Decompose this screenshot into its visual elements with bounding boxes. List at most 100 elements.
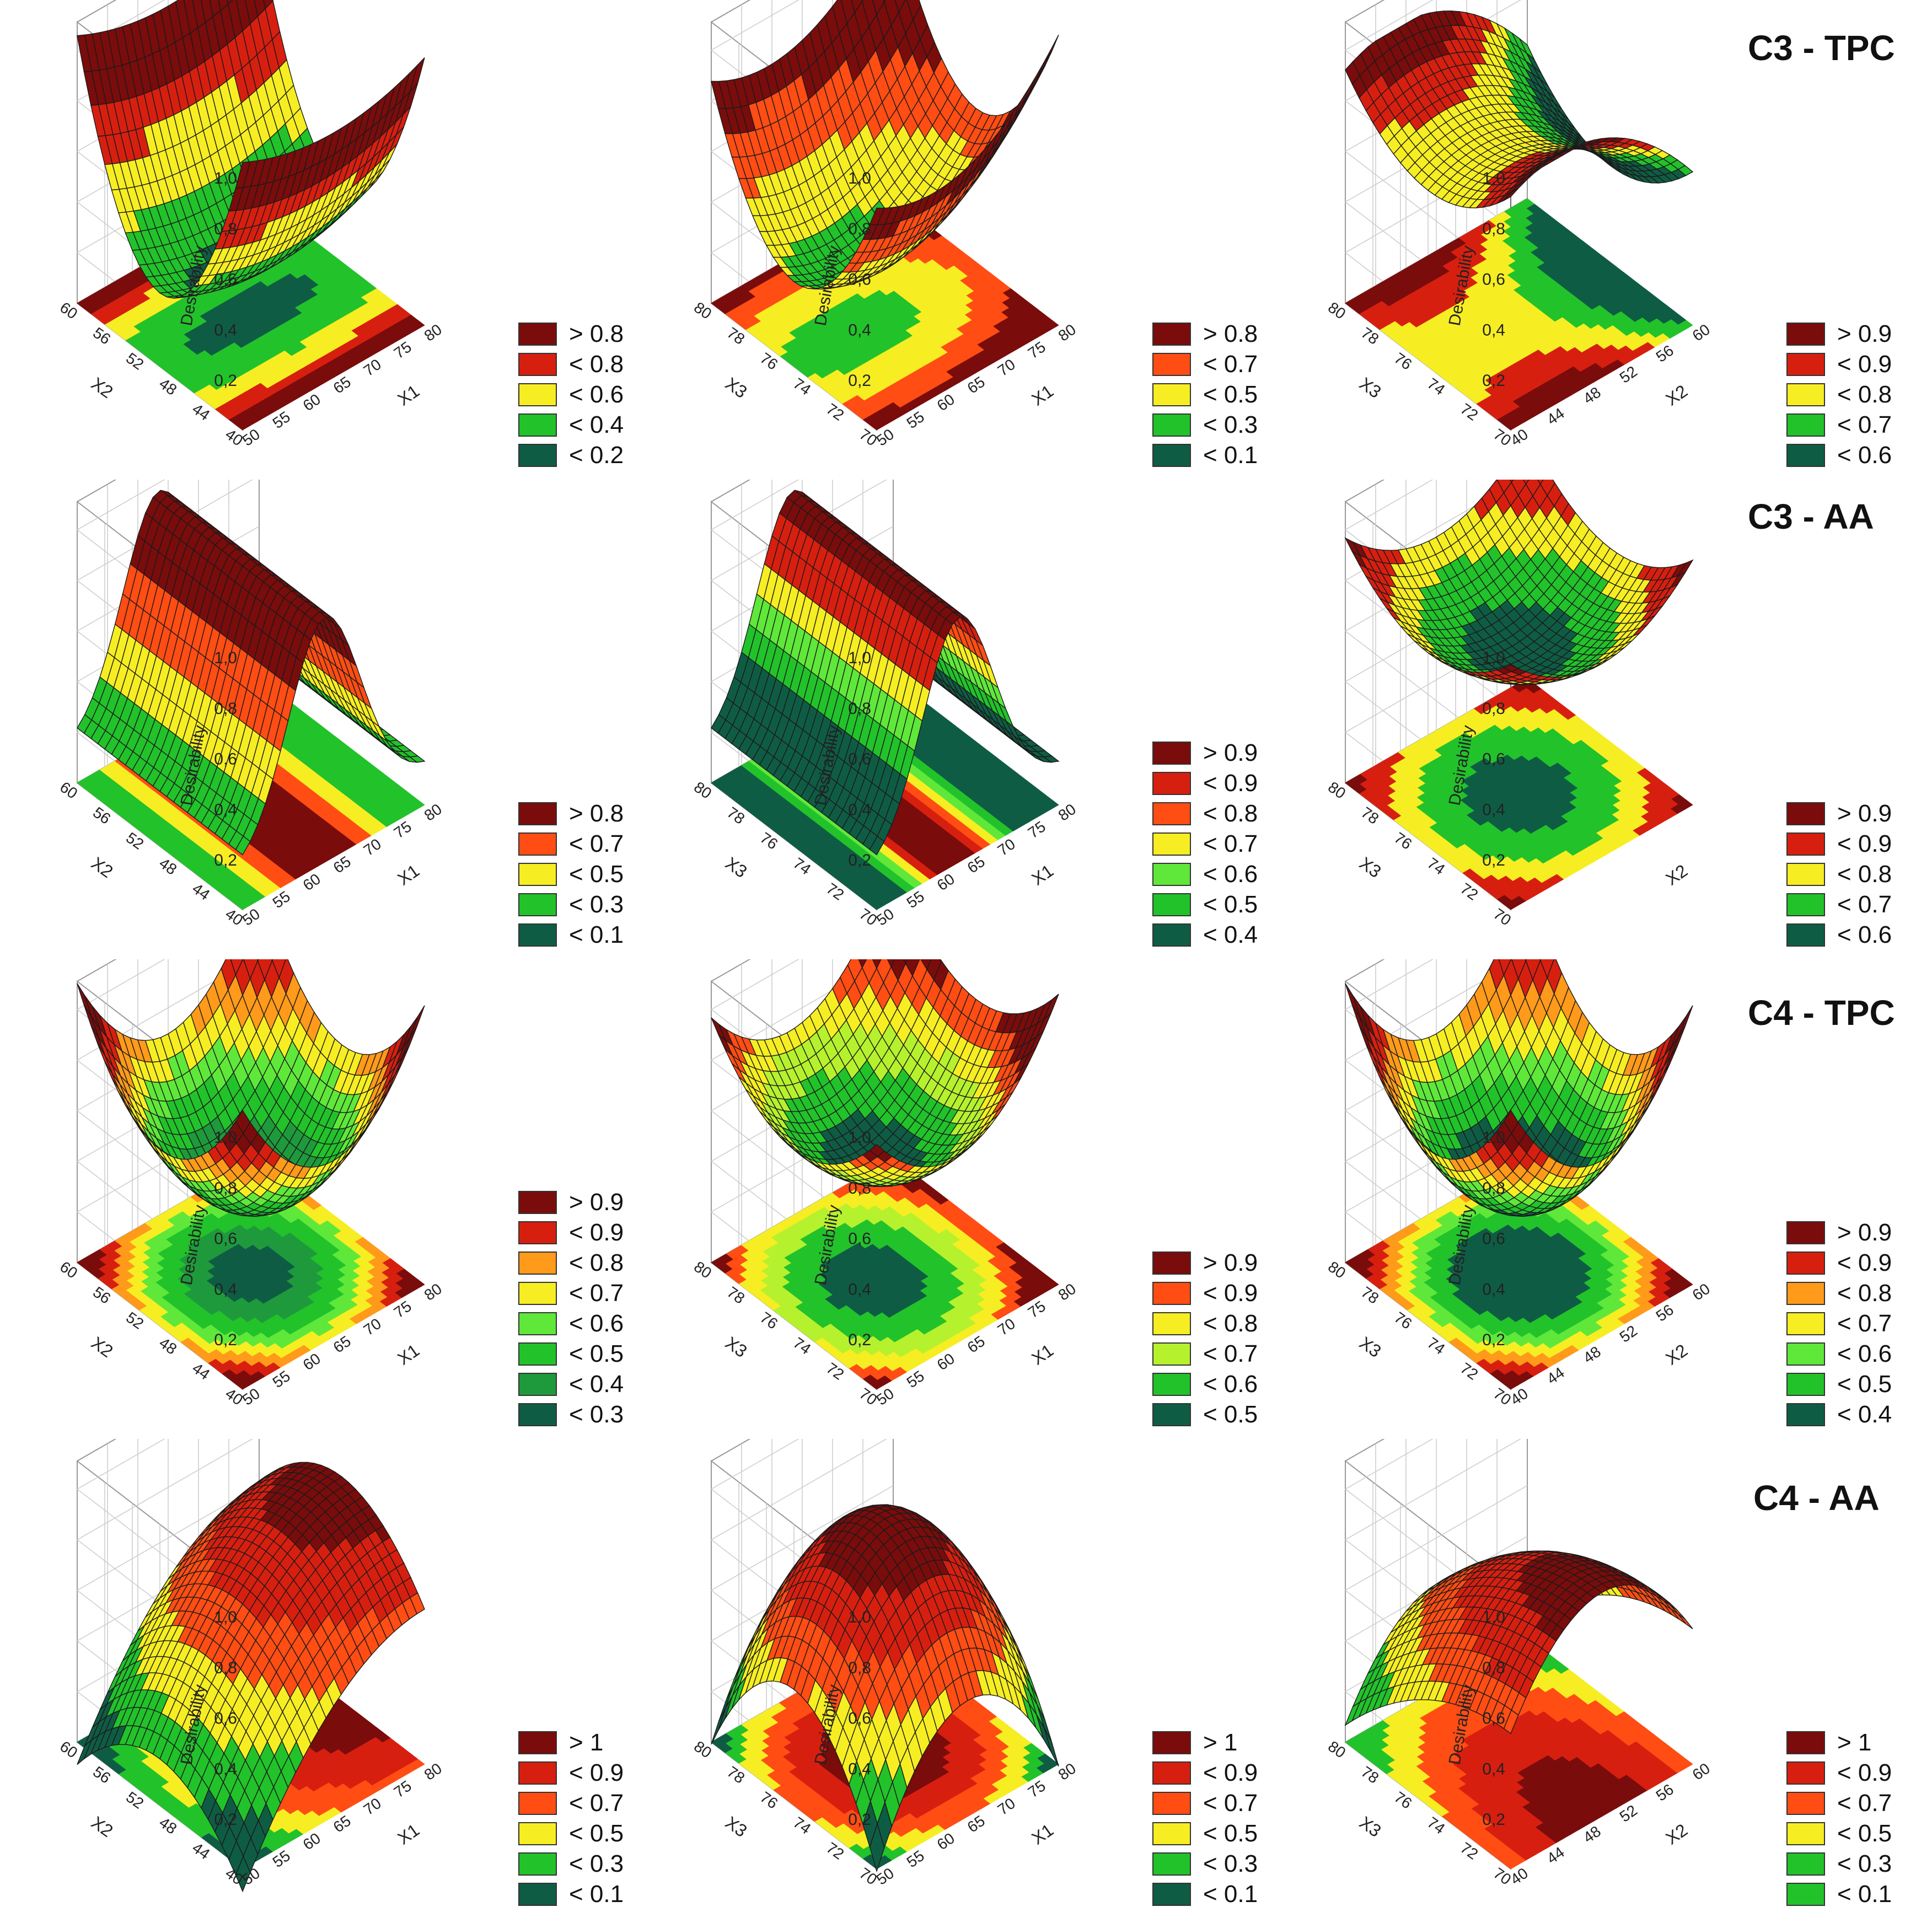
legend-swatch bbox=[1152, 772, 1191, 795]
legend-label: < 0.3 bbox=[1837, 1850, 1892, 1877]
legend-swatch bbox=[1152, 353, 1191, 376]
surface-mesh bbox=[711, 1504, 1059, 1873]
legend-label: < 0.9 bbox=[569, 1219, 624, 1246]
x-axis-title: X1 bbox=[1028, 861, 1057, 889]
legend-swatch bbox=[1786, 1342, 1825, 1366]
legend-label: > 0.9 bbox=[1837, 800, 1892, 827]
legend-swatch bbox=[1152, 1883, 1191, 1906]
legend-label: > 0.9 bbox=[1837, 1219, 1892, 1246]
surface-mesh bbox=[711, 959, 1059, 1187]
x-axis-title: X2 bbox=[1662, 861, 1691, 889]
surface-plot-4: 0,20,40,60,81,0Desirability5055606570758… bbox=[57, 480, 445, 929]
legend-swatch bbox=[518, 1852, 557, 1876]
z-tick-label: 0,8 bbox=[848, 1659, 871, 1677]
z-tick-label: 0,2 bbox=[214, 1811, 237, 1829]
surface-mesh bbox=[77, 0, 425, 299]
legend-label: > 1 bbox=[1203, 1729, 1238, 1756]
legend-label: < 0.6 bbox=[1203, 861, 1258, 888]
axis-labels: 0,20,40,60,81,0Desirability5055606570758… bbox=[57, 649, 445, 929]
legend-swatch bbox=[1152, 1373, 1191, 1396]
legend-swatch bbox=[1786, 1883, 1825, 1906]
z-tick-label: 1,0 bbox=[848, 649, 871, 667]
legend-swatch bbox=[1152, 383, 1191, 406]
z-tick-label: 0,2 bbox=[848, 851, 871, 869]
surface-mesh bbox=[1344, 1550, 1693, 1734]
x-tick-label: 60 bbox=[1689, 321, 1713, 345]
legend-swatch bbox=[1786, 832, 1825, 856]
legend-label: < 0.1 bbox=[1203, 442, 1258, 469]
legend-swatch bbox=[1152, 1403, 1191, 1426]
legend-swatch bbox=[1152, 893, 1191, 916]
legend-label: < 0.3 bbox=[1203, 1850, 1258, 1877]
z-tick-label: 0,2 bbox=[1482, 851, 1505, 869]
legend-swatch bbox=[1152, 802, 1191, 825]
legend-label: < 0.9 bbox=[1203, 1759, 1258, 1786]
legend-swatch bbox=[1786, 1221, 1825, 1244]
y-axis-title: X3 bbox=[1356, 853, 1385, 882]
z-tick-label: 0,4 bbox=[848, 801, 871, 819]
contour-floor bbox=[1345, 678, 1693, 910]
legend-label: > 0.8 bbox=[569, 320, 624, 347]
legend-swatch bbox=[1786, 1792, 1825, 1815]
z-tick-label: 1,0 bbox=[1482, 1608, 1505, 1626]
legend-label: < 0.9 bbox=[1837, 830, 1892, 857]
legend-label: < 0.9 bbox=[1837, 351, 1892, 378]
z-tick-label: 1,0 bbox=[1482, 169, 1505, 187]
x-axis-title: X1 bbox=[1028, 1340, 1057, 1369]
y-axis-title: X2 bbox=[88, 373, 117, 402]
legend-label: < 0.7 bbox=[1837, 1790, 1892, 1817]
legend-swatch bbox=[1152, 923, 1191, 947]
legend-label: < 0.6 bbox=[1837, 442, 1892, 469]
legend-swatch bbox=[518, 1731, 557, 1754]
legend-label: < 0.2 bbox=[569, 442, 624, 469]
x-tick-label: 80 bbox=[1055, 321, 1079, 345]
legend-swatch bbox=[1786, 802, 1825, 825]
surface-mesh bbox=[1345, 10, 1694, 208]
legend-label: < 0.5 bbox=[569, 1820, 624, 1847]
legend-label: < 0.3 bbox=[1203, 411, 1258, 438]
z-tick-label: 1,0 bbox=[848, 1608, 871, 1626]
legend-label: < 0.3 bbox=[569, 1401, 624, 1428]
legend-swatch bbox=[1152, 863, 1191, 886]
z-tick-label: 0,8 bbox=[1482, 1659, 1505, 1677]
surface-mesh bbox=[711, 490, 1060, 856]
legend-label: < 0.9 bbox=[1837, 1249, 1892, 1276]
y-axis-title: X3 bbox=[1356, 1333, 1385, 1361]
legend-swatch bbox=[1786, 1822, 1825, 1845]
z-tick-label: 0,4 bbox=[214, 321, 237, 339]
z-tick-label: 0,8 bbox=[214, 1659, 237, 1677]
surface-mesh bbox=[77, 1462, 425, 1893]
legend-swatch bbox=[518, 1342, 557, 1366]
contour-floor bbox=[1345, 198, 1693, 431]
legend-label: < 0.9 bbox=[569, 1759, 624, 1786]
y-axis-title: X2 bbox=[88, 853, 117, 882]
row-title: C3 - AA bbox=[1748, 497, 1874, 536]
z-tick-label: 0,4 bbox=[848, 1280, 871, 1298]
surface-plot-8: 0,20,40,60,81,0Desirability5055606570758… bbox=[691, 959, 1079, 1409]
z-tick-label: 0,2 bbox=[1482, 1331, 1505, 1349]
legend-label: < 0.3 bbox=[569, 891, 624, 918]
legend-swatch bbox=[518, 1883, 557, 1906]
legend-swatch bbox=[1152, 1342, 1191, 1366]
legend-swatch bbox=[1786, 923, 1825, 947]
surface-plot-12: 0,20,40,60,81,0Desirability404448525660X… bbox=[1325, 1439, 1713, 1888]
z-tick-label: 0,4 bbox=[1482, 1760, 1505, 1778]
surface-plot-5: 0,20,40,60,81,0Desirability5055606570758… bbox=[691, 480, 1079, 929]
legend-label: < 0.5 bbox=[1203, 1820, 1258, 1847]
surface-mesh bbox=[77, 490, 426, 856]
z-tick-label: 1,0 bbox=[848, 1129, 871, 1147]
y-axis-title: X3 bbox=[722, 1812, 751, 1841]
legend-swatch bbox=[1152, 742, 1191, 765]
x-axis-title: X2 bbox=[1662, 1820, 1691, 1849]
legend-label: < 0.9 bbox=[1203, 770, 1258, 797]
z-tick-label: 1,0 bbox=[214, 1129, 237, 1147]
z-tick-label: 1,0 bbox=[214, 1608, 237, 1626]
x-axis-title: X1 bbox=[394, 861, 423, 889]
surface-plot-11: 0,20,40,60,81,0Desirability5055606570758… bbox=[691, 1439, 1079, 1888]
legend-swatch bbox=[1786, 1731, 1825, 1754]
contour-floor bbox=[1345, 1637, 1693, 1870]
x-axis-title: X1 bbox=[394, 381, 423, 410]
legend-swatch bbox=[1786, 893, 1825, 916]
legend-swatch bbox=[1152, 444, 1191, 467]
